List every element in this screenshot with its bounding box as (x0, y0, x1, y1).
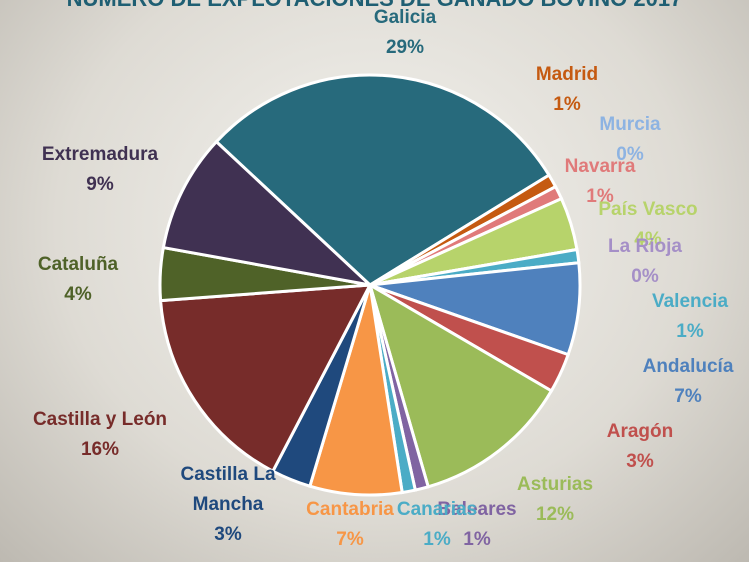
slice-value: 16% (33, 435, 167, 465)
slice-value: 7% (643, 382, 734, 412)
slice-name: Asturias (517, 470, 593, 500)
slice-value: 4% (38, 280, 118, 310)
slice-value: 3% (607, 447, 674, 477)
chart: NÚMERO DE EXPLOTACIONES DE GANADO BOVINO… (0, 0, 749, 562)
slice-value: 1% (652, 317, 728, 347)
slice-value: 3% (173, 520, 283, 550)
slice-name: Castilla La Mancha (173, 460, 283, 520)
slice-value: 7% (306, 525, 394, 555)
slice-name: Extremadura (42, 140, 158, 170)
slice-value: 1% (397, 525, 477, 555)
slice-value: 9% (42, 170, 158, 200)
slice-name: Valencia (652, 287, 728, 317)
slice-name: Aragón (607, 417, 674, 447)
slice-value: 29% (374, 33, 436, 63)
slice-name: Murcia (599, 110, 660, 140)
slice-name: País Vasco (598, 195, 697, 225)
slice-value: 1% (536, 90, 598, 120)
slice-name: Castilla y León (33, 405, 167, 435)
slice-name: Navarra (565, 152, 636, 182)
slice-name: Canarias (397, 495, 477, 525)
slice-value: 12% (517, 500, 593, 530)
slice-name: Galicia (374, 3, 436, 33)
slice-name: Cantabria (306, 495, 394, 525)
slice-name: Cataluña (38, 250, 118, 280)
slice-name: Andalucía (643, 352, 734, 382)
slice-name: Madrid (536, 60, 598, 90)
slice-name: La Rioja (608, 232, 682, 262)
